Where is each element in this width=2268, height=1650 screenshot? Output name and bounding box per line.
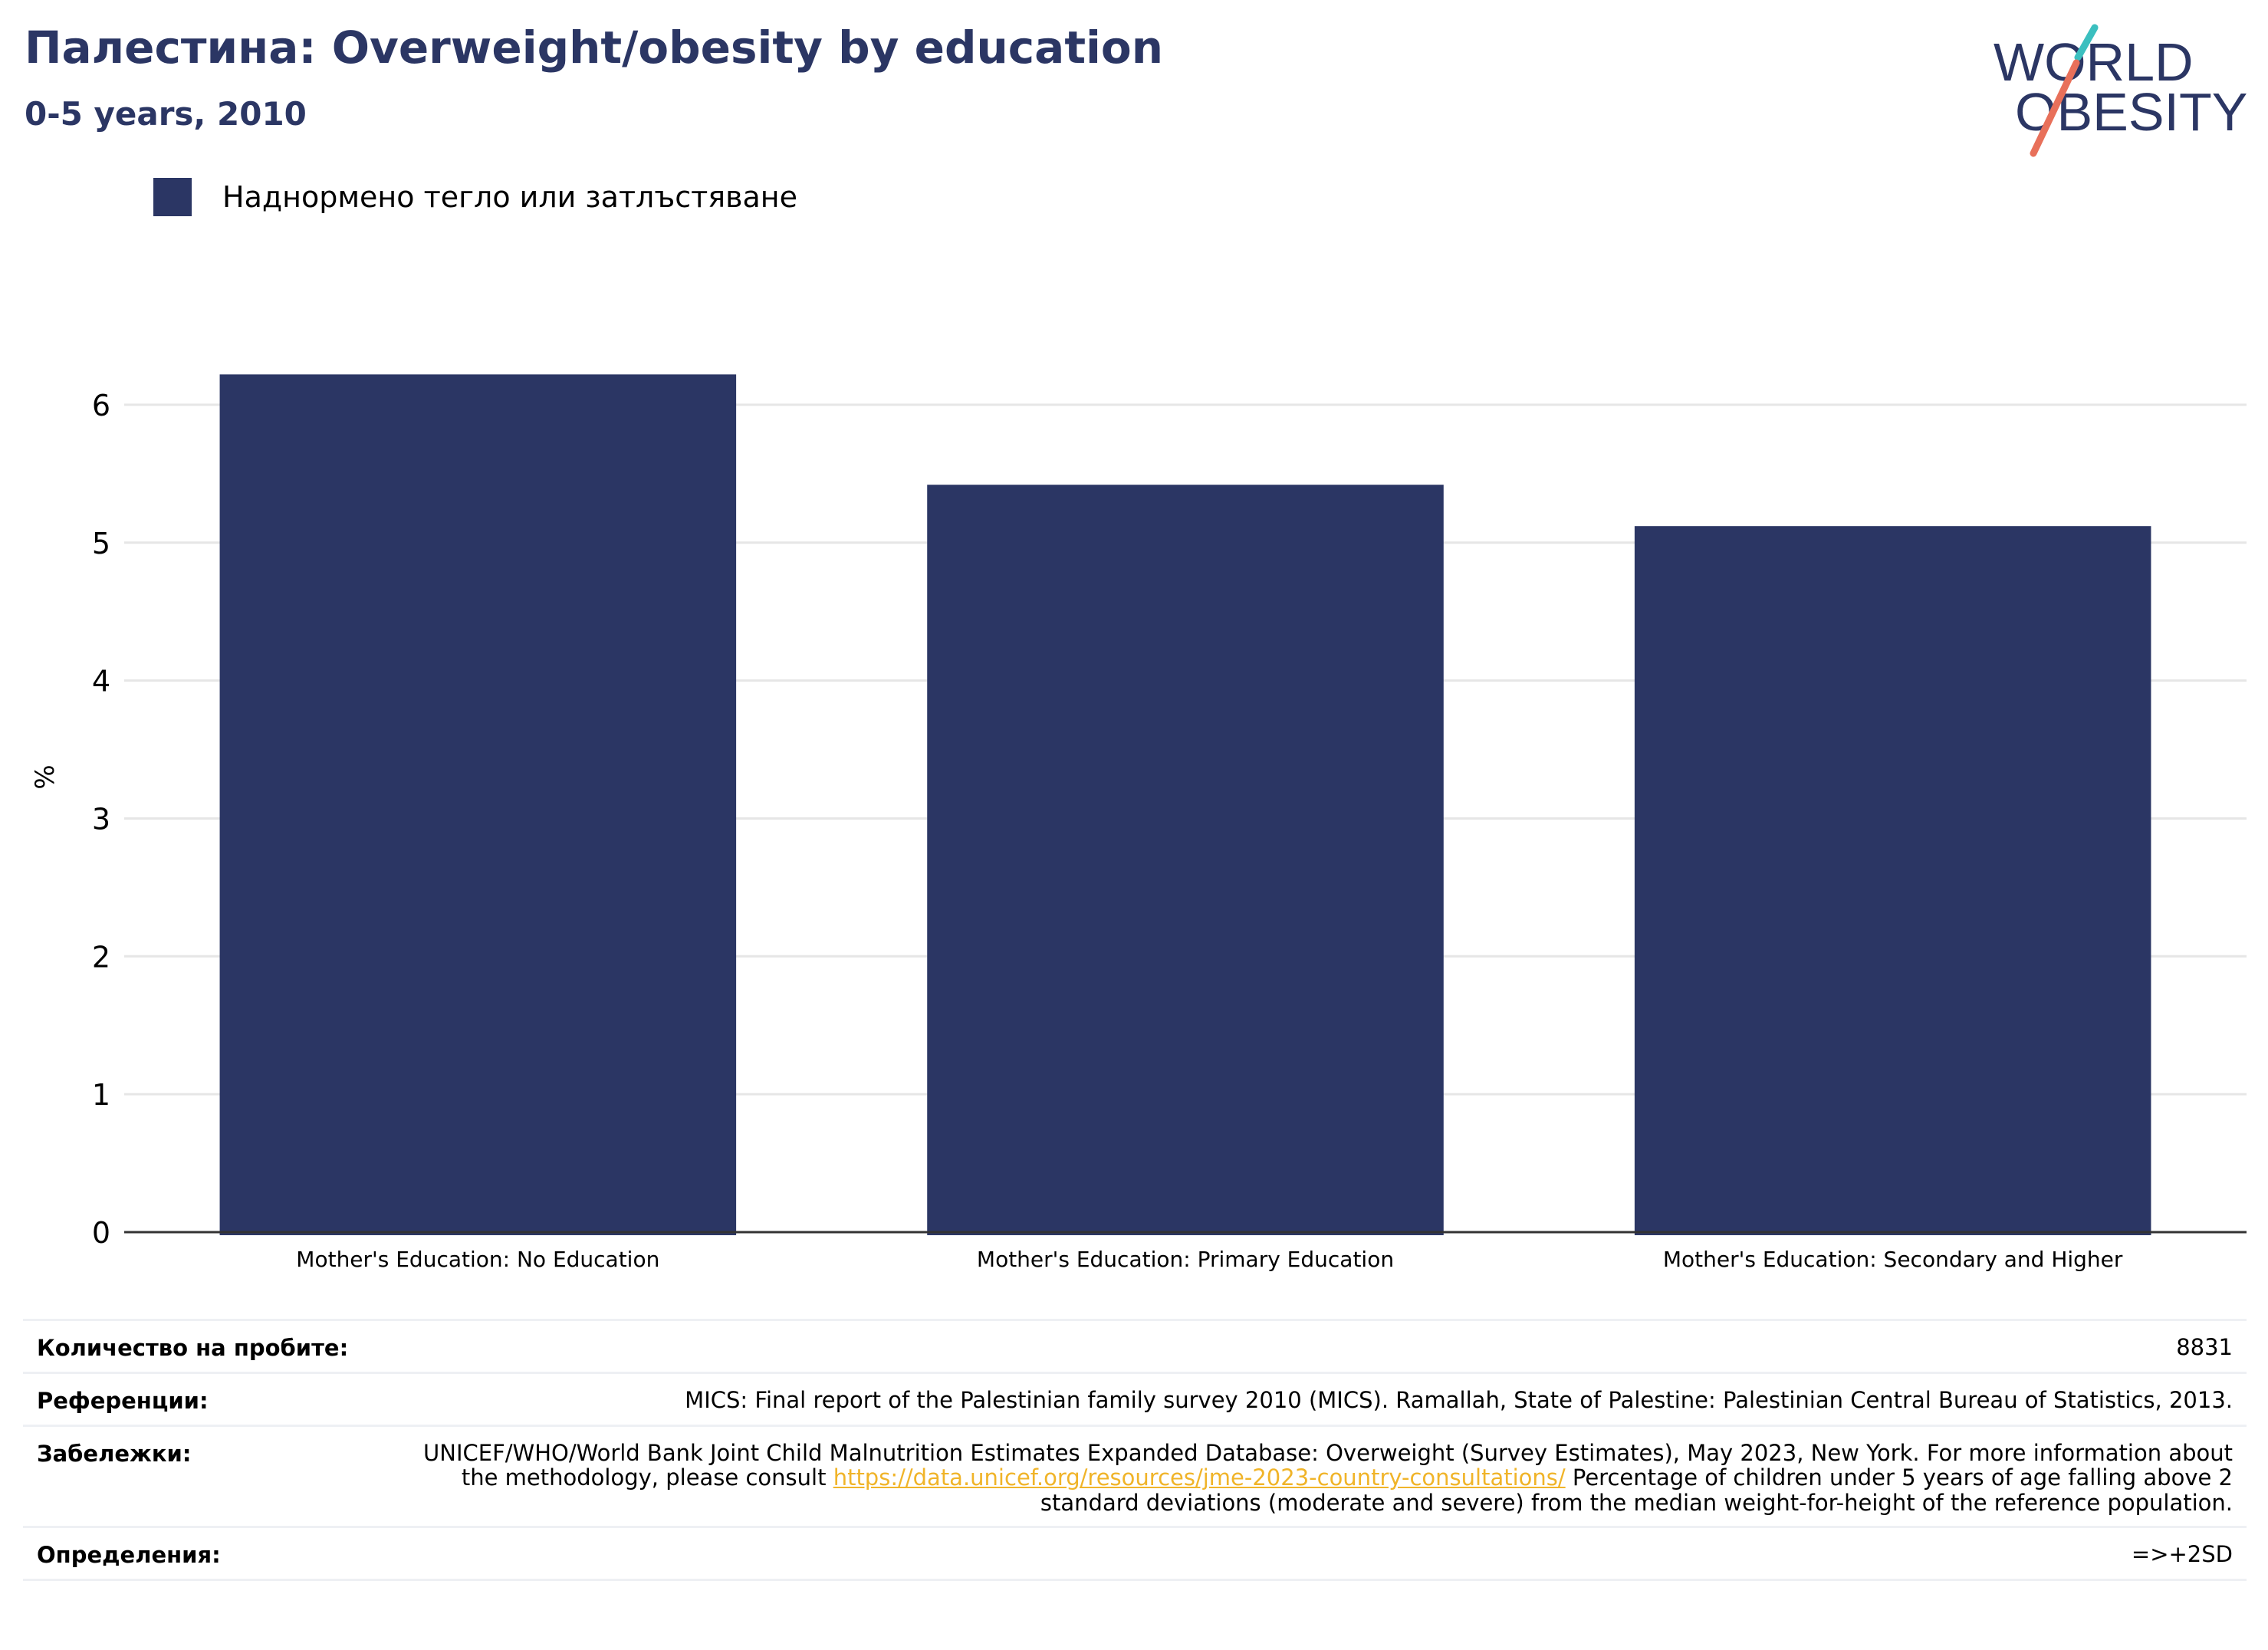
y-tick-label: 5 xyxy=(92,527,110,560)
logo-line1: WORLD xyxy=(1994,32,2194,92)
y-tick-label: 4 xyxy=(92,665,110,698)
x-tick-label: Mother's Education: Secondary and Higher xyxy=(1663,1247,2123,1272)
chart-title: Палестина: Overweight/obesity by educati… xyxy=(25,21,1164,74)
notes-text-before: UNICEF/WHO/World Bank Joint Child Malnut… xyxy=(423,1440,2233,1491)
methodology-link[interactable]: https://data.unicef.org/resources/jme-20… xyxy=(833,1464,1566,1491)
y-axis-label: % xyxy=(30,764,61,789)
y-tick-label: 1 xyxy=(92,1078,110,1112)
chart-subtitle: 0-5 years, 2010 xyxy=(25,95,307,133)
notes-text-after: Percentage of children under 5 years of … xyxy=(1040,1464,2233,1516)
notes-label: Забележки: xyxy=(23,1424,373,1529)
x-tick-label: Mother's Education: Primary Education xyxy=(977,1247,1394,1272)
chart-legend: Наднормено тегло или затлъстяване xyxy=(153,176,797,218)
y-tick-label: 0 xyxy=(92,1216,110,1250)
y-tick-label: 3 xyxy=(92,802,110,836)
bar-chart: 0 1 2 3 4 5 6% Mother's Education: No Education… xyxy=(30,374,2247,1272)
legend-label: Наднормено тегло или затлъстяване xyxy=(222,180,797,214)
bar[interactable] xyxy=(1634,526,2151,1235)
world-obesity-logo: WORLD OBESITY xyxy=(1994,24,2247,157)
notes-value: UNICEF/WHO/World Bank Joint Child Malnut… xyxy=(373,1424,2247,1529)
x-tick-label: Mother's Education: No Education xyxy=(296,1247,659,1272)
definitions-label: Определения: xyxy=(23,1526,373,1582)
definitions-value: =>+2SD xyxy=(373,1526,2247,1582)
references-label: Референции: xyxy=(23,1372,373,1427)
legend-swatch xyxy=(153,178,192,216)
y-tick-label: 6 xyxy=(92,389,110,422)
definitions-row: Определения: =>+2SD xyxy=(23,1526,2247,1582)
sample-size-label: Количество на пробите: xyxy=(23,1319,373,1374)
logo-slash-teal xyxy=(2074,24,2099,61)
bar[interactable] xyxy=(219,374,737,1235)
y-tick-label: 2 xyxy=(92,940,110,974)
sample-size-value: 8831 xyxy=(373,1319,2247,1374)
logo-slash-coral xyxy=(2030,59,2080,157)
notes-row: Забележки: UNICEF/WHO/World Bank Joint C… xyxy=(23,1424,2247,1529)
sample-size-row: Количество на пробите: 8831 xyxy=(23,1319,2247,1374)
info-table: Количество на пробите: 8831 Референции: … xyxy=(23,1319,2247,1582)
references-row: Референции: MICS: Final report of the Pa… xyxy=(23,1372,2247,1427)
references-value: MICS: Final report of the Palestinian fa… xyxy=(373,1372,2247,1427)
bar[interactable] xyxy=(927,485,1444,1235)
